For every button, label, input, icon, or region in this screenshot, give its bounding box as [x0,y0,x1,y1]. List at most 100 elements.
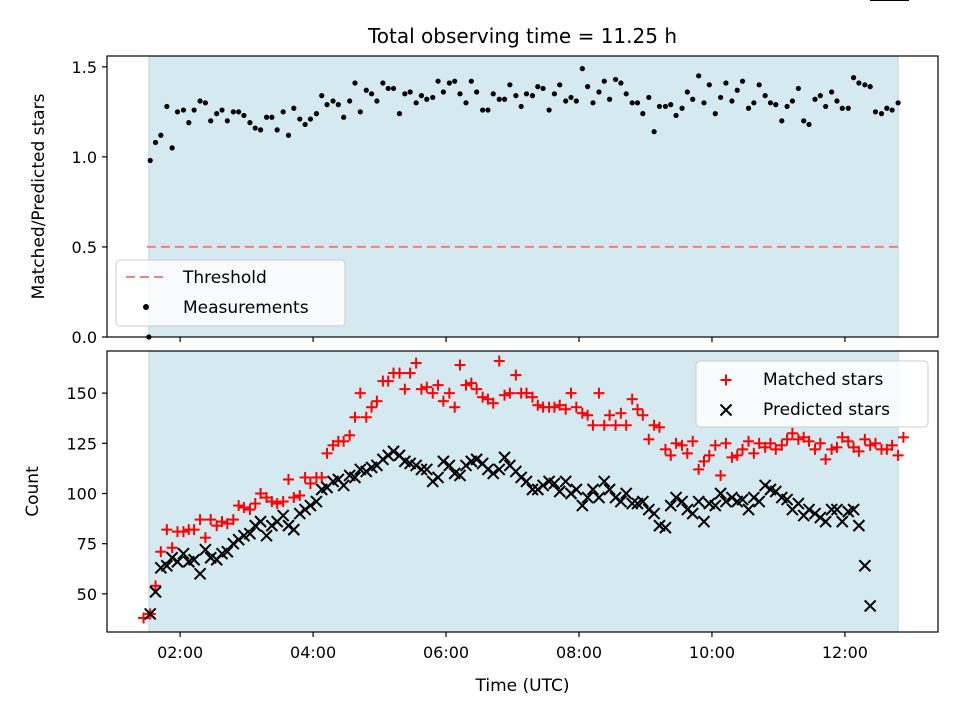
matched-star-point [831,441,843,453]
measurement-point [779,118,785,124]
predicted-star-point [636,495,650,508]
matched-star-point [249,498,261,510]
matched-star-point [626,393,638,405]
measurement-point [751,100,757,106]
matched-star-point [366,401,378,413]
matched-star-point [421,381,433,393]
measurement-point [480,107,486,113]
measurement-point [208,118,214,124]
measurement-point [668,102,674,108]
predicted-star-point [437,455,450,468]
measurement-point [679,105,685,111]
matched-star-point [643,433,655,445]
bottom-legend: Matched stars Predicted stars [695,360,929,428]
measurement-point [347,98,353,104]
top-legend-box [115,259,346,327]
predicted-star-point [443,459,456,472]
predicted-star-point [337,479,350,492]
matched-star-point [715,469,727,481]
measurement-point [302,121,308,128]
measurement-point [856,80,862,86]
measurement-point [214,111,220,117]
measurement-point [817,93,823,99]
measurement-point [646,94,652,101]
predicted-star-point [603,483,616,496]
bottom-axes-frame [106,350,939,633]
matched-star-point [693,463,705,475]
measurement-point [701,100,707,106]
measurement-point [590,100,596,106]
x-tick-label: 10:00 [689,643,735,662]
predicted-star-point [553,485,566,498]
legend-predicted-label: Predicted stars [763,400,890,420]
y-tick-label: 100 [66,485,97,504]
measurement-point [623,91,629,97]
predicted-star-point [802,503,816,516]
measurement-point [230,109,236,115]
measurement-point [656,103,663,110]
measurement-point [563,98,569,104]
measurement-point [862,82,868,88]
predicted-star-point [675,495,689,508]
measurement-point [773,102,779,108]
matched-star-point [842,435,854,447]
measurement-point [629,100,635,106]
measurement-point [147,157,153,164]
measurement-point [895,100,901,106]
measurement-point [789,98,796,104]
predicted-star-point [863,599,877,613]
matched-star-point [632,403,644,415]
predicted-star-point [415,463,428,476]
predicted-star-point [686,507,699,520]
matched-star-point [776,439,788,451]
predicted-star-point [598,475,611,488]
matched-star-point [238,502,250,514]
measurement-point [690,96,696,102]
matched-star-point [826,443,838,455]
predicted-star-point [625,497,639,510]
measurement-point [280,109,286,115]
matched-star-point [227,514,239,526]
measurement-point [546,107,552,113]
matched-star-point [465,377,477,389]
predicted-star-point [187,553,201,566]
measurement-point [357,109,363,115]
legend-matched-swatch [720,374,732,386]
measurement-point [734,87,740,93]
measurement-point [385,85,391,92]
matched-star-point [166,542,178,554]
y-tick-label: 75 [77,535,97,554]
measurement-point [418,93,425,99]
matched-star-point [432,379,444,391]
measurement-point [706,82,712,88]
predicted-star-point [304,499,317,512]
matched-star-point [565,387,577,399]
predicted-star-point [276,509,290,522]
predicted-star-point [825,503,838,516]
measurement-point [867,84,873,90]
matched-star-point [221,518,233,530]
predicted-star-point [780,493,794,506]
measurement-point [468,78,474,84]
matched-star-point [437,395,449,407]
measurement-point [823,103,829,110]
legend-plus-marker [720,374,732,386]
measurement-point [174,109,181,115]
matched-star-point [587,419,599,431]
predicted-star-point [526,483,539,496]
measurement-point [169,145,175,151]
measurement-point [573,98,579,104]
predicted-star-point [144,607,157,621]
top-legend: Threshold Measurements [115,259,346,327]
measurement-point [745,105,752,111]
measurement-point [452,78,458,84]
predicted-star-point [453,469,467,482]
matched-star-point [233,500,245,512]
measurement-point [413,100,419,106]
measurement-point [335,102,341,108]
measurement-point [784,103,790,110]
measurement-point [424,96,430,102]
matched-star-point [255,488,267,500]
measurement-point [834,98,840,104]
